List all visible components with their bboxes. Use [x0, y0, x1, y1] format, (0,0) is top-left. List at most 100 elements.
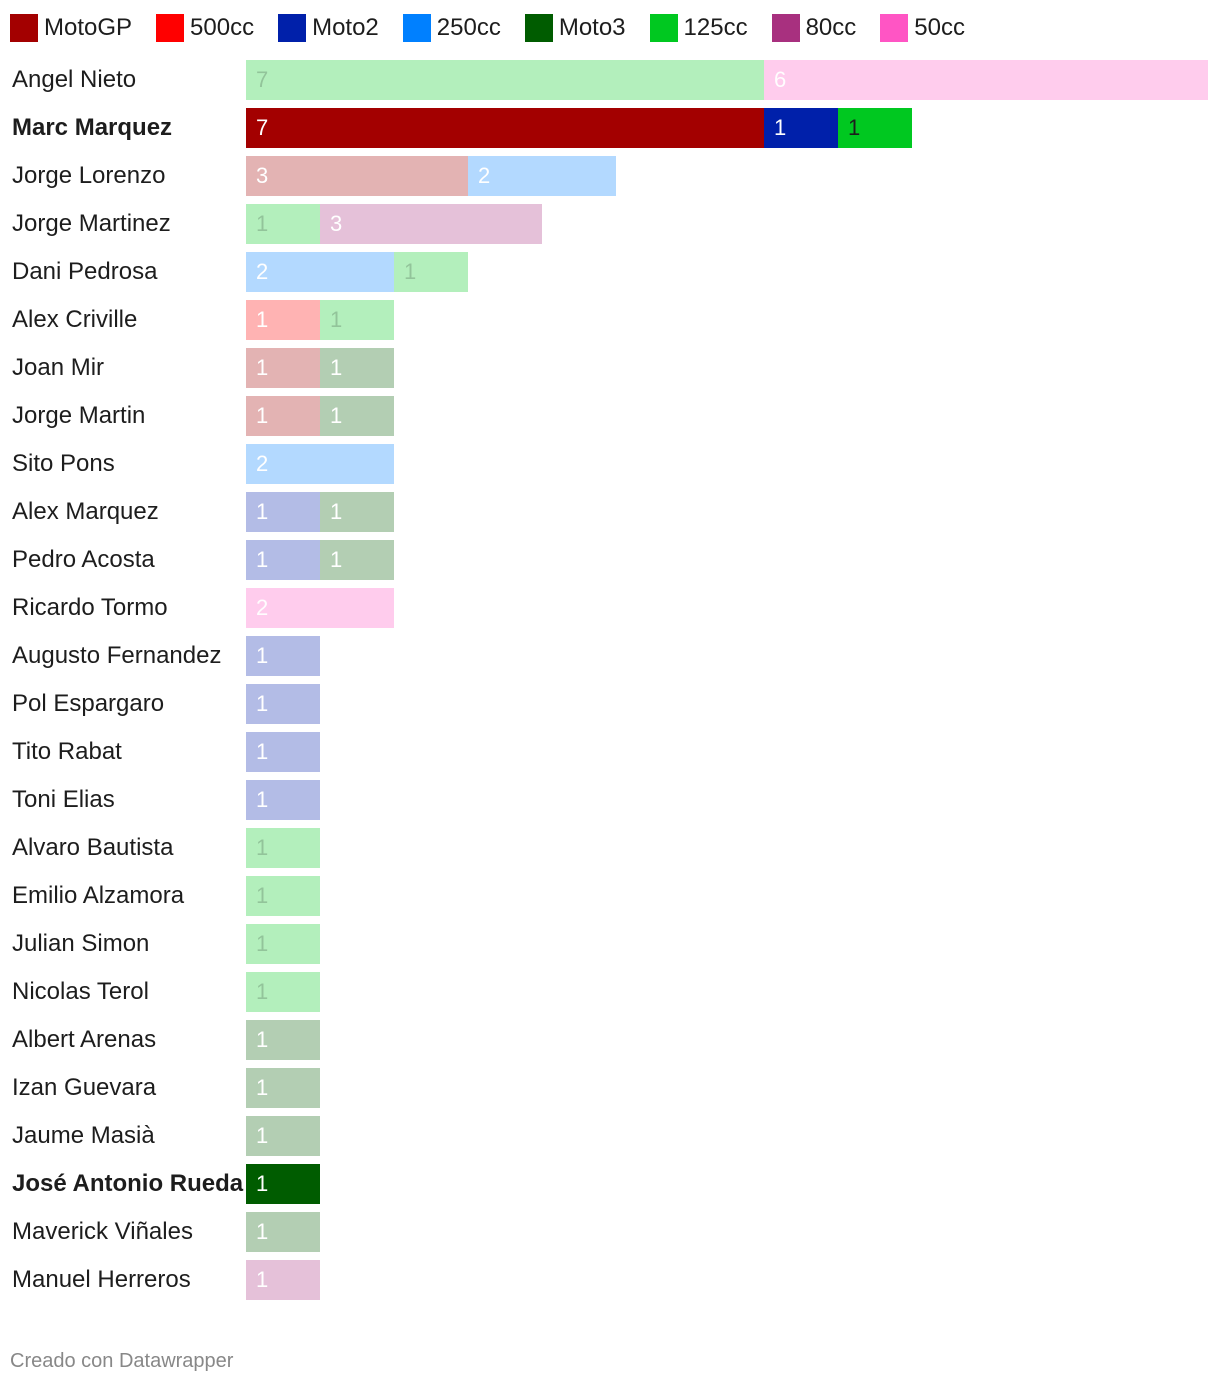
- bar-jaume-masia-moto3: 1: [246, 1116, 320, 1156]
- bar-pol-espargaro-moto2: 1: [246, 684, 320, 724]
- row-label-alex-marquez: Alex Marquez: [12, 498, 159, 525]
- bar-alvaro-bautista-125cc: 1: [246, 828, 320, 868]
- legend-item-moto3: Moto3: [524, 14, 626, 42]
- row-label-alex-criville: Alex Criville: [12, 306, 138, 333]
- legend-swatch-80cc: [771, 14, 800, 42]
- legend-item-motogp: MotoGP: [10, 14, 132, 42]
- row-label-alvaro-bautista: Alvaro Bautista: [12, 834, 174, 861]
- row-label-julian-simon: Julian Simon: [12, 930, 150, 957]
- bar-nicolas-terol-125cc: 1: [246, 972, 320, 1012]
- row-label-dani-pedrosa: Dani Pedrosa: [12, 258, 158, 285]
- bar-value-label: 1: [256, 355, 269, 380]
- bar-augusto-fernandez-moto2: 1: [246, 636, 320, 676]
- bar-julian-simon-125cc: 1: [246, 924, 320, 964]
- row-label-augusto-fernandez: Augusto Fernandez: [12, 642, 222, 669]
- bar-jorge-martinez-80cc: 3: [320, 204, 542, 244]
- legend-swatch-50cc: [880, 14, 909, 42]
- bar-value-label: 1: [256, 403, 269, 428]
- bar-value-label: 2: [256, 259, 269, 284]
- bar-value-label: 1: [256, 1123, 269, 1148]
- bar-maverick-vinales-moto3: 1: [246, 1212, 320, 1252]
- bar-value-label: 1: [256, 1027, 269, 1052]
- bar-emilio-alzamora-125cc: 1: [246, 876, 320, 916]
- row-label-tito-rabat: Tito Rabat: [12, 738, 122, 765]
- legend-label-50cc: 50cc: [914, 14, 965, 41]
- row-label-pedro-acosta: Pedro Acosta: [12, 546, 155, 573]
- legend-label-motogp: MotoGP: [44, 14, 133, 41]
- bar-value-label: 6: [774, 67, 787, 92]
- row-label-toni-elias: Toni Elias: [12, 786, 115, 813]
- bar-value-label: 1: [774, 115, 787, 140]
- row-label-jose-antonio-rueda: José Antonio Rueda: [12, 1170, 244, 1197]
- bar-marc-marquez-125cc: 1: [838, 108, 912, 148]
- bar-value-label: 2: [256, 595, 269, 620]
- bar-value-label: 1: [330, 547, 343, 572]
- bar-jorge-martin-motogp: 1: [246, 396, 320, 436]
- bar-jorge-lorenzo-motogp: 3: [246, 156, 468, 196]
- bar-angel-nieto-125cc: 7: [246, 60, 764, 100]
- row-label-albert-arenas: Albert Arenas: [12, 1026, 157, 1053]
- row-label-jorge-martin: Jorge Martin: [12, 402, 146, 429]
- bar-pedro-acosta-moto3: 1: [320, 540, 394, 580]
- bar-angel-nieto-50cc: 6: [764, 60, 1208, 100]
- row-label-izan-guevara: Izan Guevara: [12, 1074, 157, 1101]
- row-label-jaume-masia: Jaume Masià: [12, 1122, 155, 1149]
- legend-item-50cc: 50cc: [880, 14, 965, 42]
- bar-marc-marquez-moto2: 1: [764, 108, 838, 148]
- bar-value-label: 1: [256, 211, 269, 236]
- legend-label-500cc: 500cc: [190, 14, 255, 41]
- bar-dani-pedrosa-125cc: 1: [394, 252, 468, 292]
- legend-item-500cc: 500cc: [156, 14, 254, 42]
- legend-swatch-moto3: [524, 14, 553, 42]
- legend-label-moto2: Moto2: [312, 14, 379, 41]
- bar-value-label: 1: [256, 547, 269, 572]
- legend-item-80cc: 80cc: [771, 14, 857, 42]
- row-label-maverick-vinales: Maverick Viñales: [12, 1218, 193, 1245]
- legend-swatch-500cc: [156, 14, 185, 42]
- bar-jorge-lorenzo-250cc: 2: [468, 156, 616, 196]
- bar-value-label: 1: [256, 883, 269, 908]
- bar-jorge-martinez-125cc: 1: [246, 204, 320, 244]
- bar-value-label: 2: [478, 163, 491, 188]
- bar-value-label: 3: [256, 163, 269, 188]
- row-label-jorge-lorenzo: Jorge Lorenzo: [12, 162, 166, 189]
- bar-marc-marquez-motogp: 7: [246, 108, 764, 148]
- bar-value-label: 1: [256, 835, 269, 860]
- legend-label-250cc: 250cc: [436, 14, 501, 41]
- bar-joan-mir-motogp: 1: [246, 348, 320, 388]
- bar-value-label: 1: [256, 1219, 269, 1244]
- bar-izan-guevara-moto3: 1: [246, 1068, 320, 1108]
- bar-pedro-acosta-moto2: 1: [246, 540, 320, 580]
- bar-alex-marquez-moto3: 1: [320, 492, 394, 532]
- bar-tito-rabat-moto2: 1: [246, 732, 320, 772]
- legend-swatch-moto2: [278, 14, 307, 42]
- row-label-sito-pons: Sito Pons: [12, 450, 115, 477]
- bar-value-label: 1: [256, 787, 269, 812]
- legend-label-125cc: 125cc: [683, 14, 748, 41]
- bar-value-label: 1: [404, 259, 417, 284]
- bar-value-label: 1: [848, 115, 861, 140]
- legend-label-80cc: 80cc: [805, 14, 857, 41]
- row-label-pol-espargaro: Pol Espargaro: [12, 690, 165, 717]
- legend-swatch-motogp: [10, 14, 38, 42]
- bar-value-label: 1: [256, 643, 269, 668]
- bar-value-label: 1: [330, 307, 343, 332]
- bar-alex-criville-500cc: 1: [246, 300, 320, 340]
- bar-value-label: 1: [256, 499, 269, 524]
- row-label-ricardo-tormo: Ricardo Tormo: [12, 594, 168, 621]
- bar-value-label: 1: [256, 307, 269, 332]
- row-label-emilio-alzamora: Emilio Alzamora: [12, 882, 185, 909]
- bar-toni-elias-moto2: 1: [246, 780, 320, 820]
- row-label-joan-mir: Joan Mir: [12, 354, 105, 381]
- bar-value-label: 1: [330, 403, 343, 428]
- legend-label-moto3: Moto3: [558, 14, 626, 41]
- bar-value-label: 1: [256, 1267, 269, 1292]
- legend-swatch-250cc: [402, 14, 431, 42]
- bar-value-label: 3: [330, 211, 343, 236]
- bar-alex-marquez-moto2: 1: [246, 492, 320, 532]
- bar-value-label: 1: [256, 1171, 269, 1196]
- bar-value-label: 1: [256, 931, 269, 956]
- bar-value-label: 7: [256, 67, 269, 92]
- bar-value-label: 2: [256, 451, 269, 476]
- legend-item-moto2: Moto2: [278, 14, 379, 42]
